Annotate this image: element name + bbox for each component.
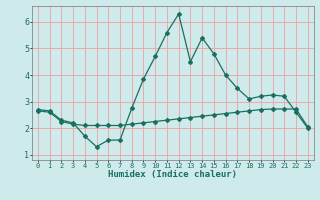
X-axis label: Humidex (Indice chaleur): Humidex (Indice chaleur) <box>108 170 237 179</box>
